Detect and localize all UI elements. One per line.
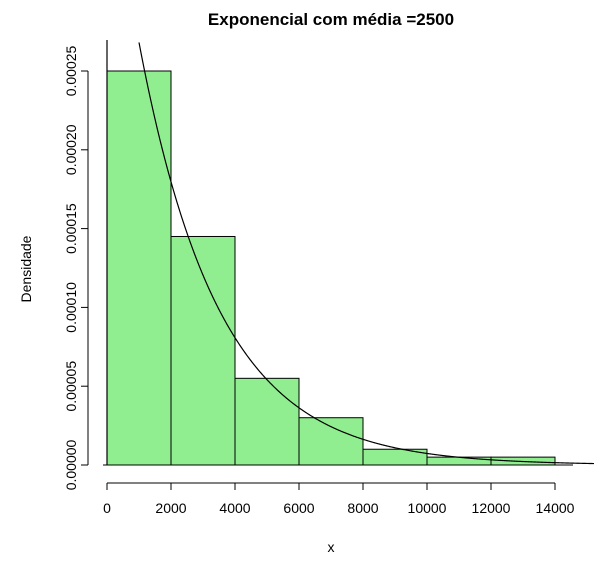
x-tick-label: 8000 xyxy=(347,500,378,516)
x-axis: 0 2000 4000 6000 8000 10000 12000 14000 xyxy=(103,482,575,516)
x-tick-label: 4000 xyxy=(219,500,250,516)
y-tick-label: 0.00025 xyxy=(63,45,79,96)
x-tick-label: 6000 xyxy=(283,500,314,516)
chart-title: Exponencial com média =2500 xyxy=(208,10,454,29)
histogram-bar xyxy=(426,456,492,466)
y-tick-label: 0.00010 xyxy=(63,282,79,333)
y-axis: 0.00000 0.00005 0.00010 0.00015 0.00020 0.000… xyxy=(63,45,89,490)
histogram-bar xyxy=(298,417,364,466)
histogram-bar xyxy=(234,377,300,466)
x-tick-label: 12000 xyxy=(472,500,511,516)
y-tick-label: 0.00015 xyxy=(63,203,79,254)
x-tick-label: 0 xyxy=(103,500,111,516)
histogram-bar xyxy=(106,70,172,466)
x-tick-label: 14000 xyxy=(536,500,575,516)
y-tick-label: 0.00020 xyxy=(63,124,79,175)
exponential-density-curve xyxy=(106,40,594,465)
y-tick-label: 0.00000 xyxy=(63,439,79,490)
x-axis-label: x xyxy=(328,539,335,555)
x-tick-label: 2000 xyxy=(155,500,186,516)
y-axis-label: Densidade xyxy=(18,235,34,302)
histogram-bar xyxy=(170,235,236,466)
x-tick-label: 10000 xyxy=(408,500,447,516)
y-tick-label: 0.00005 xyxy=(63,361,79,412)
histogram-bars xyxy=(106,70,556,466)
